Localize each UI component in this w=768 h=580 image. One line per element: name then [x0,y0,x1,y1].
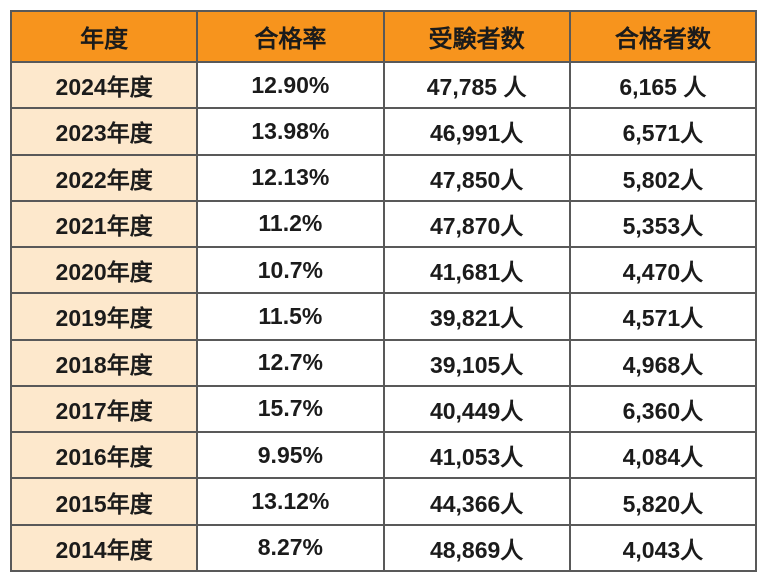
table-row: 2022年度 12.13% 47,850人 5,802人 [9,153,758,202]
col-header-examinees: 受験者数 [382,10,571,63]
year-cell: 2019年度 [9,292,199,341]
pass-rate-cell: 12.13% [196,153,385,202]
pass-rate-cell: 15.7% [196,384,385,434]
passers-cell: 4,084人 [568,431,758,480]
examinees-cell: 47,785 人 [382,60,571,110]
passers-cell: 5,820人 [568,477,758,526]
pass-rate-cell: 10.7% [196,246,385,295]
table-row: 2014年度 8.27% 48,869人 4,043人 [9,523,758,573]
table-row: 2021年度 11.2% 47,870人 5,353人 [9,199,758,249]
examinees-cell: 39,821人 [382,292,571,341]
table-row: 2024年度 12.90% 47,785 人 6,165 人 [9,60,758,110]
year-cell: 2020年度 [9,246,199,295]
pass-rate-cell: 8.27% [196,523,385,573]
passers-cell: 6,571人 [568,107,758,156]
examinees-cell: 40,449人 [382,384,571,434]
examinees-cell: 48,869人 [382,523,571,573]
passers-cell: 6,360人 [568,384,758,434]
pass-rate-cell: 11.5% [196,292,385,341]
table-row: 2017年度 15.7% 40,449人 6,360人 [9,384,758,434]
pass-rate-cell: 12.90% [196,60,385,110]
col-header-passers: 合格者数 [568,10,758,63]
passers-cell: 4,043人 [568,523,758,573]
table-header-row: 年度 合格率 受験者数 合格者数 [9,10,758,63]
year-cell: 2023年度 [9,107,199,156]
examinees-cell: 46,991人 [382,107,571,156]
passers-cell: 5,353人 [568,199,758,249]
passers-cell: 4,470人 [568,246,758,295]
year-cell: 2018年度 [9,338,199,387]
pass-rate-cell: 9.95% [196,431,385,480]
year-cell: 2015年度 [9,477,199,526]
table-row: 2023年度 13.98% 46,991人 6,571人 [9,107,758,156]
table-row: 2015年度 13.12% 44,366人 5,820人 [9,477,758,526]
table-row: 2019年度 11.5% 39,821人 4,571人 [9,292,758,341]
year-cell: 2024年度 [9,60,199,110]
table-row: 2020年度 10.7% 41,681人 4,470人 [9,246,758,295]
examinees-cell: 47,850人 [382,153,571,202]
table-row: 2018年度 12.7% 39,105人 4,968人 [9,338,758,387]
year-cell: 2014年度 [9,523,199,573]
table-row: 2016年度 9.95% 41,053人 4,084人 [9,431,758,480]
year-cell: 2021年度 [9,199,199,249]
passers-cell: 4,968人 [568,338,758,387]
examinees-cell: 41,681人 [382,246,571,295]
examinees-cell: 39,105人 [382,338,571,387]
exam-pass-rate-table: 年度 合格率 受験者数 合格者数 2024年度 12.90% 47,785 人 6,1… [9,10,758,573]
col-header-year: 年度 [9,10,199,63]
pass-rate-cell: 11.2% [196,199,385,249]
table-body: 2024年度 12.90% 47,785 人 6,165 人 2023年度 13.98% 4… [9,60,758,573]
examinees-cell: 41,053人 [382,431,571,480]
pass-rate-cell: 12.7% [196,338,385,387]
examinees-cell: 47,870人 [382,199,571,249]
col-header-pass-rate: 合格率 [196,10,385,63]
passers-cell: 4,571人 [568,292,758,341]
pass-rate-cell: 13.12% [196,477,385,526]
year-cell: 2016年度 [9,431,199,480]
examinees-cell: 44,366人 [382,477,571,526]
year-cell: 2017年度 [9,384,199,434]
passers-cell: 5,802人 [568,153,758,202]
passers-cell: 6,165 人 [568,60,758,110]
year-cell: 2022年度 [9,153,199,202]
pass-rate-cell: 13.98% [196,107,385,156]
